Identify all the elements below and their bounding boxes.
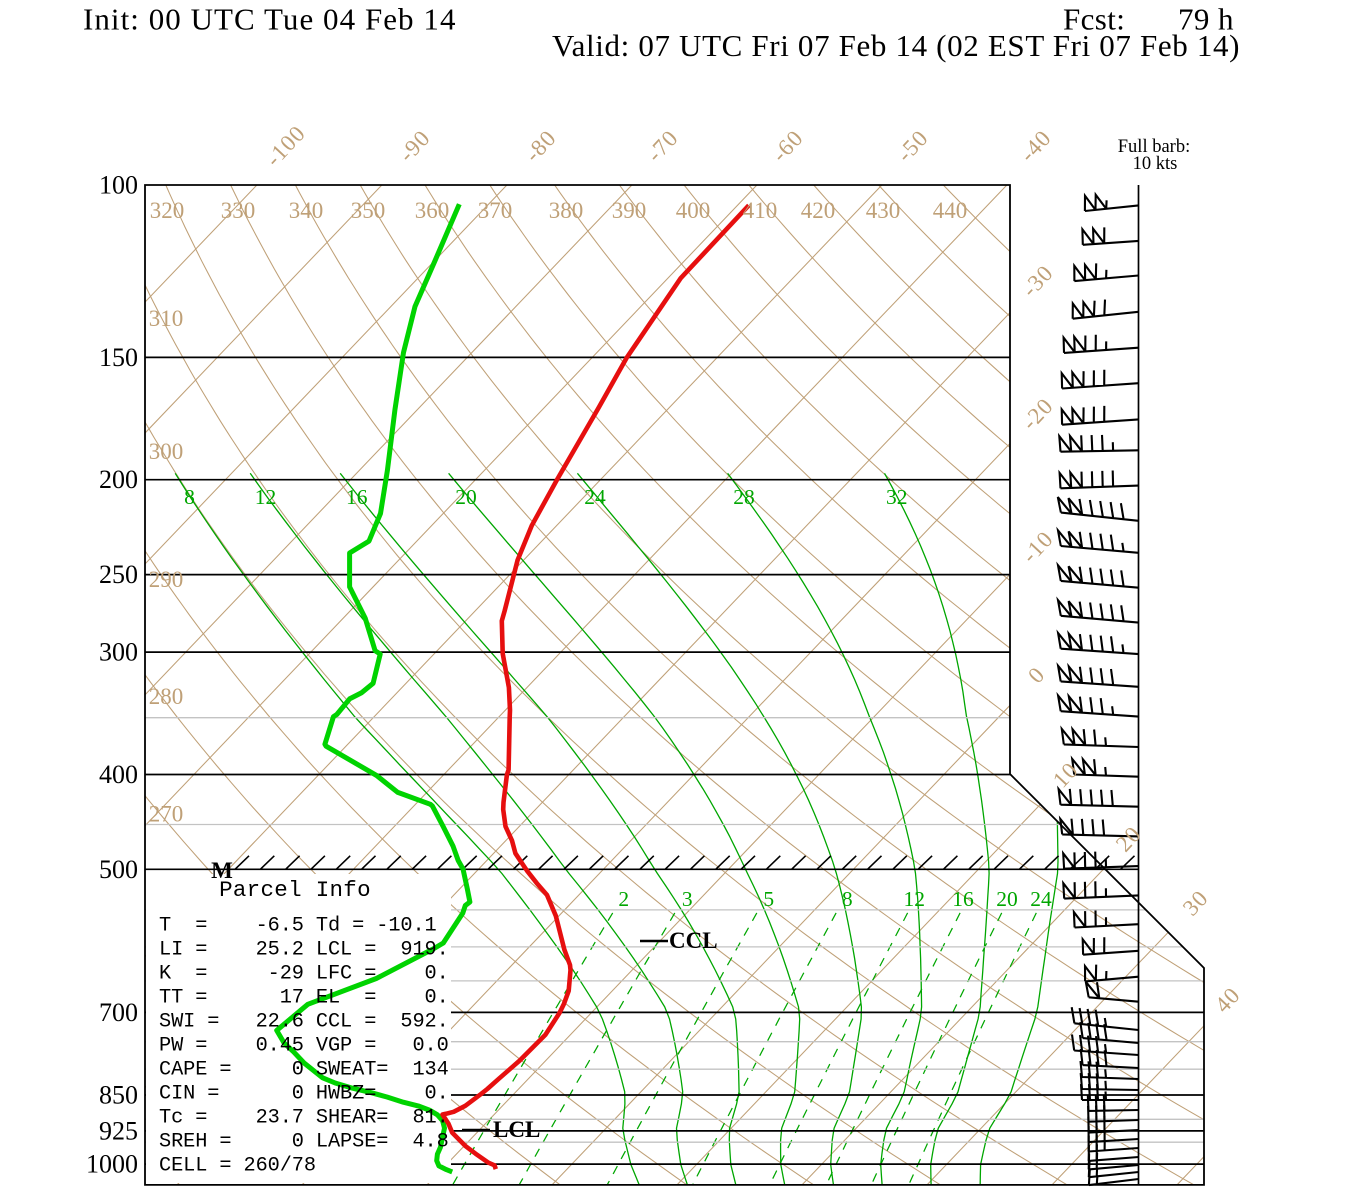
svg-text:12: 12 bbox=[255, 485, 277, 509]
svg-text:8: 8 bbox=[184, 485, 195, 509]
svg-text:330: 330 bbox=[221, 198, 256, 223]
svg-text:250: 250 bbox=[99, 560, 138, 589]
svg-text:CCL: CCL bbox=[669, 928, 718, 953]
svg-text:Tc = 23.7 SHEAR= 81.: Tc = 23.7 SHEAR= 81. bbox=[159, 1107, 449, 1130]
svg-text:CELL = 260/78: CELL = 260/78 bbox=[159, 1155, 316, 1178]
svg-text:12: 12 bbox=[903, 887, 925, 911]
svg-text:CIN = 0 HWBZ= 0.: CIN = 0 HWBZ= 0. bbox=[159, 1083, 449, 1106]
svg-text:300: 300 bbox=[99, 638, 138, 667]
svg-text:410: 410 bbox=[743, 198, 778, 223]
svg-text:290: 290 bbox=[149, 567, 184, 592]
svg-text:20: 20 bbox=[455, 485, 477, 509]
svg-text:20: 20 bbox=[996, 887, 1018, 911]
svg-text:T = -6.5 Td = -10.1: T = -6.5 Td = -10.1 bbox=[159, 915, 437, 938]
svg-text:350: 350 bbox=[351, 198, 386, 223]
svg-text:100: 100 bbox=[99, 171, 138, 200]
svg-text:8: 8 bbox=[842, 887, 853, 911]
svg-text:24: 24 bbox=[1030, 887, 1052, 911]
svg-text:200: 200 bbox=[99, 465, 138, 494]
svg-text:16: 16 bbox=[346, 485, 368, 509]
svg-text:3: 3 bbox=[682, 887, 693, 911]
svg-text:390: 390 bbox=[612, 198, 647, 223]
svg-text:CAPE = 0 SWEAT= 134: CAPE = 0 SWEAT= 134 bbox=[159, 1059, 449, 1082]
svg-text:5: 5 bbox=[763, 887, 774, 911]
svg-text:370: 370 bbox=[478, 198, 513, 223]
svg-text:Valid: 07 UTC Fri 07 Feb 14 (0: Valid: 07 UTC Fri 07 Feb 14 (02 EST Fri … bbox=[552, 28, 1240, 63]
svg-text:270: 270 bbox=[149, 802, 184, 827]
svg-text:24: 24 bbox=[584, 485, 606, 509]
svg-text:Init: 00 UTC Tue 04 Feb 14: Init: 00 UTC Tue 04 Feb 14 bbox=[83, 2, 457, 37]
svg-text:K = -29 LFC = 0.: K = -29 LFC = 0. bbox=[159, 963, 449, 986]
svg-text:700: 700 bbox=[99, 998, 138, 1027]
svg-text:28: 28 bbox=[733, 485, 755, 509]
svg-text:10 kts: 10 kts bbox=[1133, 154, 1178, 174]
svg-text:2: 2 bbox=[618, 887, 629, 911]
svg-text:PW = 0.45 VGP = 0.0: PW = 0.45 VGP = 0.0 bbox=[159, 1035, 449, 1058]
svg-text:300: 300 bbox=[149, 439, 184, 464]
svg-text:Fcst:: Fcst: bbox=[1063, 2, 1125, 37]
svg-text:Full barb:: Full barb: bbox=[1118, 137, 1190, 157]
svg-text:150: 150 bbox=[99, 343, 138, 372]
svg-text:LCL: LCL bbox=[493, 1117, 540, 1142]
svg-text:1000: 1000 bbox=[86, 1150, 138, 1179]
svg-text:320: 320 bbox=[150, 198, 185, 223]
svg-text:500: 500 bbox=[99, 855, 138, 884]
svg-text:16: 16 bbox=[952, 887, 974, 911]
svg-text:280: 280 bbox=[149, 684, 184, 709]
svg-text:SWI = 22.6 CCL = 592.: SWI = 22.6 CCL = 592. bbox=[159, 1011, 449, 1034]
svg-text:32: 32 bbox=[886, 485, 908, 509]
svg-text:380: 380 bbox=[549, 198, 584, 223]
svg-text:LI = 25.2 LCL = 919.: LI = 25.2 LCL = 919. bbox=[159, 939, 449, 962]
svg-text:340: 340 bbox=[289, 198, 324, 223]
svg-text:360: 360 bbox=[415, 198, 450, 223]
svg-text:925: 925 bbox=[99, 1116, 138, 1145]
svg-text:310: 310 bbox=[149, 306, 184, 331]
svg-text:TT = 17 EL = 0.: TT = 17 EL = 0. bbox=[159, 987, 449, 1010]
svg-text:430: 430 bbox=[866, 198, 901, 223]
svg-text:420: 420 bbox=[801, 198, 836, 223]
svg-text:400: 400 bbox=[676, 198, 711, 223]
svg-text:79 h: 79 h bbox=[1178, 2, 1234, 37]
svg-text:M: M bbox=[211, 858, 233, 883]
svg-text:440: 440 bbox=[933, 198, 968, 223]
svg-text:850: 850 bbox=[99, 1081, 138, 1110]
svg-text:SREH = 0 LAPSE= 4.8: SREH = 0 LAPSE= 4.8 bbox=[159, 1131, 449, 1154]
svg-text:Parcel Info: Parcel Info bbox=[219, 877, 371, 903]
svg-text:400: 400 bbox=[99, 760, 138, 789]
